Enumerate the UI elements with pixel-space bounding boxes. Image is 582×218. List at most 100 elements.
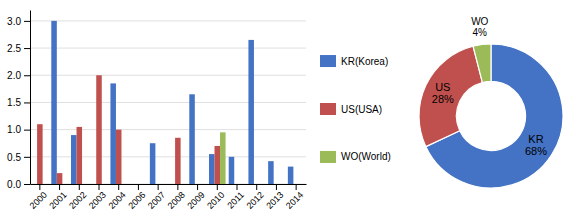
- y-axis: 0.0 0.5 1.0 1.5 2.0 2.5 3.0: [7, 11, 30, 190]
- tick-mark: [158, 184, 159, 190]
- donut-chart: KR68% US28% WO4%: [419, 16, 563, 188]
- bar: [96, 75, 102, 184]
- tick-label: 2013: [264, 190, 285, 211]
- bar-chart: 0.00.51.01.52.02.53.02000200120022003200…: [7, 11, 306, 212]
- bar: [189, 94, 195, 184]
- tick-label: 2006: [126, 190, 147, 211]
- tick-label: 2012: [245, 190, 266, 211]
- tick-label: 2003: [87, 190, 108, 211]
- slices: [419, 44, 563, 188]
- slice: [419, 46, 482, 146]
- tick-mark: [24, 75, 30, 76]
- bar-series: [51, 21, 293, 184]
- bar: [279, 184, 285, 185]
- bar: [51, 21, 57, 184]
- tick: 2007: [146, 184, 167, 211]
- bar: [161, 184, 167, 185]
- tick-mark: [39, 184, 40, 190]
- data-label-category: KR: [528, 133, 543, 145]
- bar: [62, 184, 68, 185]
- tick-mark: [197, 184, 198, 190]
- bar: [102, 184, 108, 185]
- bar: [136, 184, 142, 185]
- bar: [170, 184, 176, 185]
- tick-label: 2001: [47, 190, 68, 211]
- bar: [116, 130, 122, 184]
- bar: [37, 124, 43, 184]
- tick-mark: [138, 184, 139, 190]
- bar: [234, 184, 240, 185]
- bar: [229, 157, 235, 184]
- data-label: WO4%: [471, 16, 488, 38]
- tick-mark: [217, 184, 218, 190]
- bar: [57, 173, 63, 184]
- bar-series: [220, 132, 226, 184]
- data-label: US28%: [432, 81, 454, 105]
- legend-item: WO(World): [320, 151, 391, 163]
- tick-label: 2.5: [7, 43, 21, 54]
- bar: [248, 40, 254, 184]
- tick: 2000: [28, 184, 49, 211]
- data-label-category: WO: [471, 16, 488, 27]
- data-label-value: 28%: [432, 93, 454, 105]
- tick: 3.0: [7, 16, 30, 27]
- tick: 2002: [67, 184, 88, 211]
- tick: 0.0: [7, 179, 30, 190]
- grid: [30, 21, 306, 184]
- legend-swatch: [320, 151, 336, 163]
- tick: 2010: [205, 184, 226, 211]
- tick-label: 2014: [284, 190, 305, 211]
- bar: [141, 184, 147, 185]
- legend-label: WO(World): [341, 151, 391, 162]
- tick-label: 0.5: [7, 152, 21, 163]
- bar: [77, 127, 83, 184]
- chart-root: 0.00.51.01.52.02.53.02000200120022003200…: [0, 0, 582, 218]
- tick: 2013: [264, 184, 285, 211]
- tick: 2.0: [7, 70, 30, 81]
- bar: [155, 184, 161, 185]
- tick-mark: [24, 48, 30, 49]
- bar: [82, 184, 88, 185]
- bars: [37, 21, 293, 184]
- tick: 2001: [47, 184, 68, 211]
- bar: [150, 143, 156, 184]
- tick: 2011: [225, 184, 246, 211]
- bar: [110, 83, 116, 184]
- tick: 0.5: [7, 152, 30, 163]
- bar: [43, 184, 49, 185]
- tick: 2014: [284, 184, 305, 211]
- tick: 1.5: [7, 97, 30, 108]
- tick: 2008: [166, 184, 187, 211]
- legend-label: US(USA): [341, 104, 382, 115]
- tick-mark: [99, 184, 100, 190]
- tick-mark: [24, 130, 30, 131]
- bar: [240, 184, 246, 185]
- bar-series: [37, 75, 220, 184]
- data-label-value: 68%: [525, 145, 547, 157]
- tick-mark: [24, 184, 30, 185]
- legend-swatch: [320, 55, 336, 67]
- bar: [181, 184, 187, 185]
- tick-mark: [237, 184, 238, 190]
- data-labels: KR68% US28% WO4%: [432, 16, 547, 157]
- tick-label: 2008: [166, 190, 187, 211]
- tick-mark: [177, 184, 178, 190]
- tick-label: 2002: [67, 190, 88, 211]
- legend-label: KR(Korea): [341, 56, 388, 67]
- tick-label: 1.0: [7, 124, 21, 135]
- legend: KR(Korea) US(USA) WO(World): [320, 55, 391, 163]
- tick: 1.0: [7, 124, 30, 135]
- tick: 2009: [185, 184, 206, 211]
- bar: [299, 184, 305, 185]
- grid-line: [30, 48, 306, 49]
- bar: [71, 135, 77, 184]
- tick-label: 3.0: [7, 16, 21, 27]
- tick-label: 2009: [185, 190, 206, 211]
- tick-mark: [118, 184, 119, 190]
- tick-mark: [24, 157, 30, 158]
- bar: [175, 138, 181, 184]
- bar: [195, 184, 201, 185]
- bar: [254, 184, 260, 185]
- bar: [220, 132, 226, 184]
- x-axis: 2000200120022003200420062007200820092010…: [28, 184, 307, 211]
